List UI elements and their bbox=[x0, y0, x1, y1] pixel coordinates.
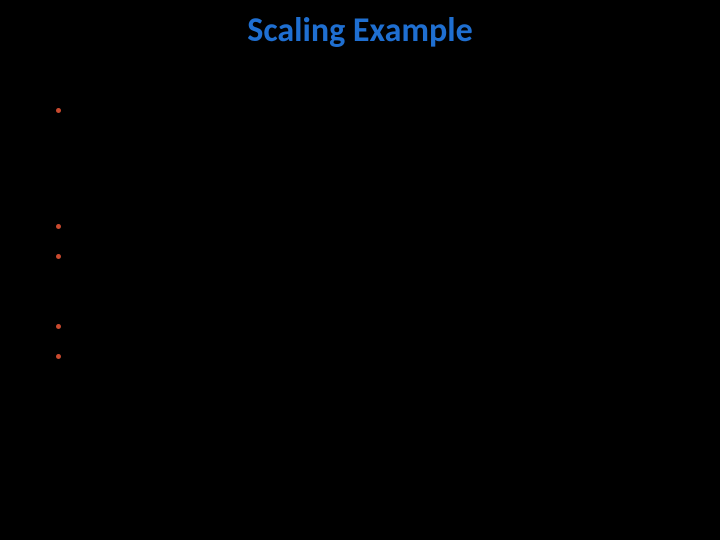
footer-line: Assumes load can be balanced across proc… bbox=[18, 382, 702, 412]
hundred-processors-heading: 100 processors bbox=[18, 282, 702, 312]
bullet-dot-icon bbox=[56, 254, 61, 259]
bullet-dot-icon bbox=[56, 354, 61, 359]
bullet-text: Time = 100/10 × tadd + 10 × tadd = 20 × … bbox=[71, 213, 424, 242]
subscript: add bbox=[222, 224, 244, 242]
bullet-dot-icon bbox=[56, 324, 61, 329]
subscript: add bbox=[322, 325, 344, 343]
text-run: = 11 × t bbox=[344, 313, 412, 339]
list-item: Speed up from 10 to 100 processors? bbox=[56, 97, 702, 124]
bullet-text: Speedup = 110/20 = 5. 5 bbox=[71, 243, 278, 270]
subscript: add bbox=[232, 325, 254, 343]
subscript: add bbox=[419, 148, 446, 170]
subscript: add bbox=[312, 224, 334, 242]
slide-title: Scaling Example bbox=[18, 10, 702, 51]
bullet-dot-icon bbox=[56, 224, 61, 229]
list-item: Speedup = 110/11 = 10 bbox=[56, 343, 702, 370]
list-item: Speedup = 110/20 = 5. 5 bbox=[56, 243, 702, 270]
list-item: Time = 100/100 × tadd + 10 × tadd = 11 ×… bbox=[56, 313, 702, 342]
bullet-text: Speedup = 110/11 = 10 bbox=[71, 343, 268, 370]
text-run: = 20 × t bbox=[333, 213, 401, 239]
single-processor-line: Single processor: Time = (10 + 100) × ta… bbox=[18, 136, 702, 170]
bullet-text: Speed up from 10 to 100 processors? bbox=[71, 97, 387, 124]
bullet-dot-icon bbox=[56, 108, 61, 113]
text-run: Time = 100/100 × t bbox=[71, 313, 232, 339]
workload-line: Workload: sum of 10 scalars, and 10 × 10… bbox=[18, 65, 702, 95]
ten-processors-heading: 10 processors bbox=[18, 181, 702, 211]
text-run: + 10 × t bbox=[254, 313, 322, 339]
ten-processors-bullets: Time = 100/10 × tadd + 10 × tadd = 20 × … bbox=[56, 213, 702, 269]
text-run: + 10 × t bbox=[243, 213, 311, 239]
text-run: Single processor: Time = (10 + 100) × t bbox=[18, 134, 419, 166]
bullet-text: Time = 100/100 × tadd + 10 × tadd = 11 ×… bbox=[71, 313, 434, 342]
list-item: Time = 100/10 × tadd + 10 × tadd = 20 × … bbox=[56, 213, 702, 242]
hundred-processors-bullets: Time = 100/100 × tadd + 10 × tadd = 11 ×… bbox=[56, 313, 702, 369]
subscript: add bbox=[412, 325, 434, 343]
workload-bullets: Speed up from 10 to 100 processors? bbox=[56, 97, 702, 124]
subscript: add bbox=[402, 224, 424, 242]
text-run: Time = 100/10 × t bbox=[71, 213, 222, 239]
